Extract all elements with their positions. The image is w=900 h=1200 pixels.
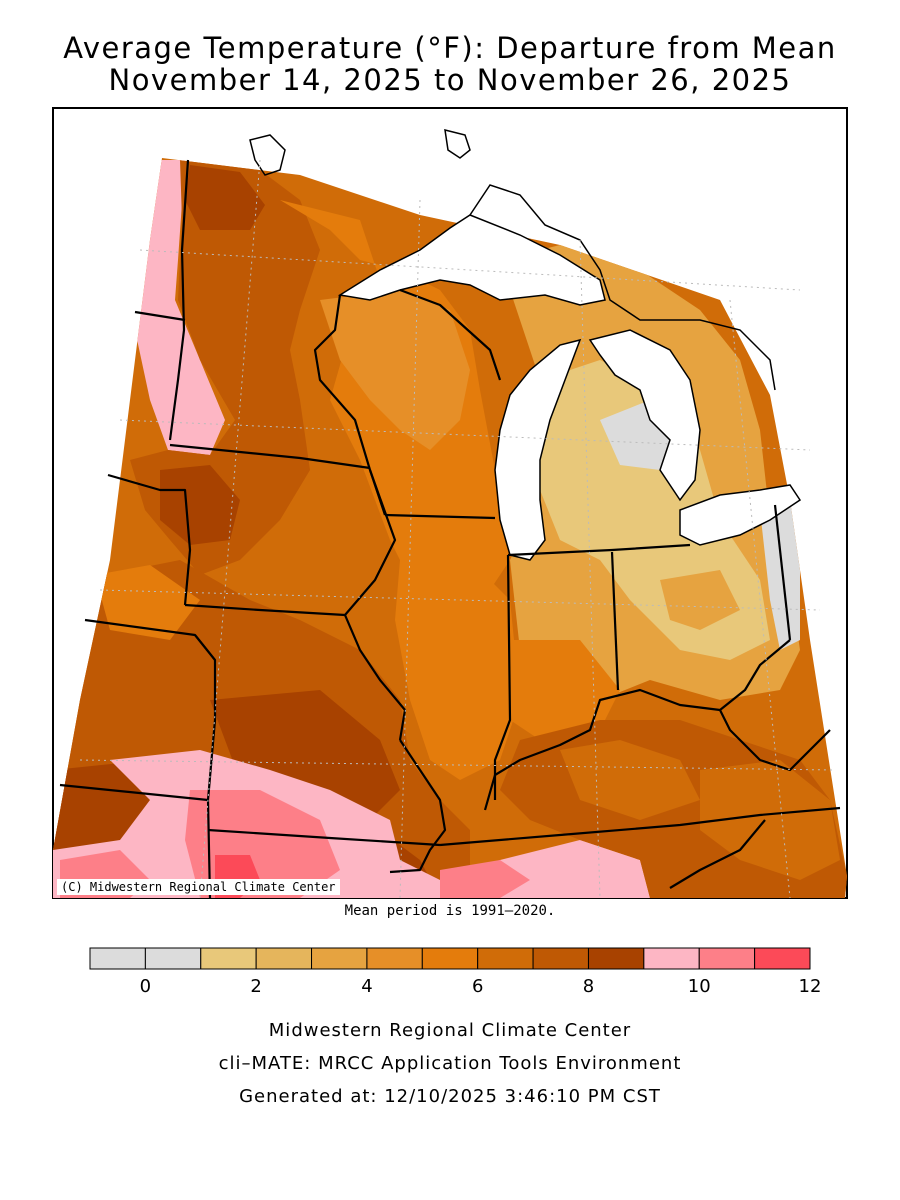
lake-michigan [494, 338, 582, 561]
ia-il-border [343, 469, 407, 741]
mo-west-border [194, 634, 217, 899]
wi-south-border [384, 513, 496, 520]
legend-bin-4 [311, 947, 368, 970]
in-oh-border [610, 551, 620, 691]
legend-bin-6 [421, 947, 479, 970]
il-in-border [493, 554, 512, 800]
mean-period-note: Mean period is 1991–2020. [344, 903, 556, 919]
legend-bin-10 [643, 947, 700, 970]
legend-tick-label: 0 [140, 976, 151, 997]
legend-bin-0 [89, 947, 146, 970]
lake-huron [588, 329, 701, 502]
legend-bin-5 [366, 947, 423, 970]
graticule [79, 159, 836, 899]
legend-colorbar: 0 2 4 6 8 10 12 [89, 947, 822, 997]
legend-bin-2 [200, 947, 257, 970]
lake-erie [679, 484, 802, 546]
legend-bin-9 [587, 947, 645, 970]
legend-bin-7 [477, 947, 534, 970]
mn-nd-border [168, 159, 190, 441]
legend-bin-3 [255, 947, 313, 970]
in-mi-border [507, 543, 691, 557]
canada-outline [249, 128, 776, 391]
copyright-label: (C) Midwestern Regional Climate Center [57, 879, 340, 895]
mo-il-river [389, 739, 447, 874]
legend-tick-label: 12 [799, 976, 822, 997]
great-lakes [337, 214, 802, 561]
ks-ok-border [59, 783, 209, 802]
map-subtitle: November 14, 2025 to November 26, 2025 [108, 63, 792, 97]
nd-sd-border [134, 310, 186, 322]
footer-tool-name: cli–MATE: MRCC Application Tools Environ… [218, 1053, 682, 1074]
legend-tick-label: 8 [583, 976, 594, 997]
oh-pa-border [773, 504, 792, 641]
lake-superior [337, 214, 606, 306]
ia-south-border [184, 603, 346, 617]
state-boundaries [59, 159, 841, 899]
mn-south-border [169, 443, 371, 470]
tn-nc-border [669, 819, 766, 889]
legend-bin-11 [698, 947, 756, 970]
footer-organization: Midwestern Regional Climate Center [268, 1020, 632, 1041]
sd-ne-border [107, 473, 192, 606]
ky-tn-border [439, 806, 841, 847]
legend-bin-12 [754, 947, 811, 970]
oh-river [483, 639, 791, 811]
legend-tick-label: 10 [688, 976, 711, 997]
footer-generated-time: Generated at: 12/10/2025 3:46:10 PM CST [239, 1086, 661, 1107]
legend-bin-1 [144, 947, 202, 970]
legend-tick-label: 2 [250, 976, 261, 997]
wi-mi-up-border [399, 288, 502, 381]
mo-south-border [207, 828, 441, 847]
map-title: Average Temperature (°F): Departure from… [63, 31, 837, 65]
legend-tick-label: 4 [361, 976, 372, 997]
ky-va-border [719, 709, 831, 772]
legend-bin-8 [532, 947, 589, 970]
legend-tick-label: 6 [472, 976, 483, 997]
